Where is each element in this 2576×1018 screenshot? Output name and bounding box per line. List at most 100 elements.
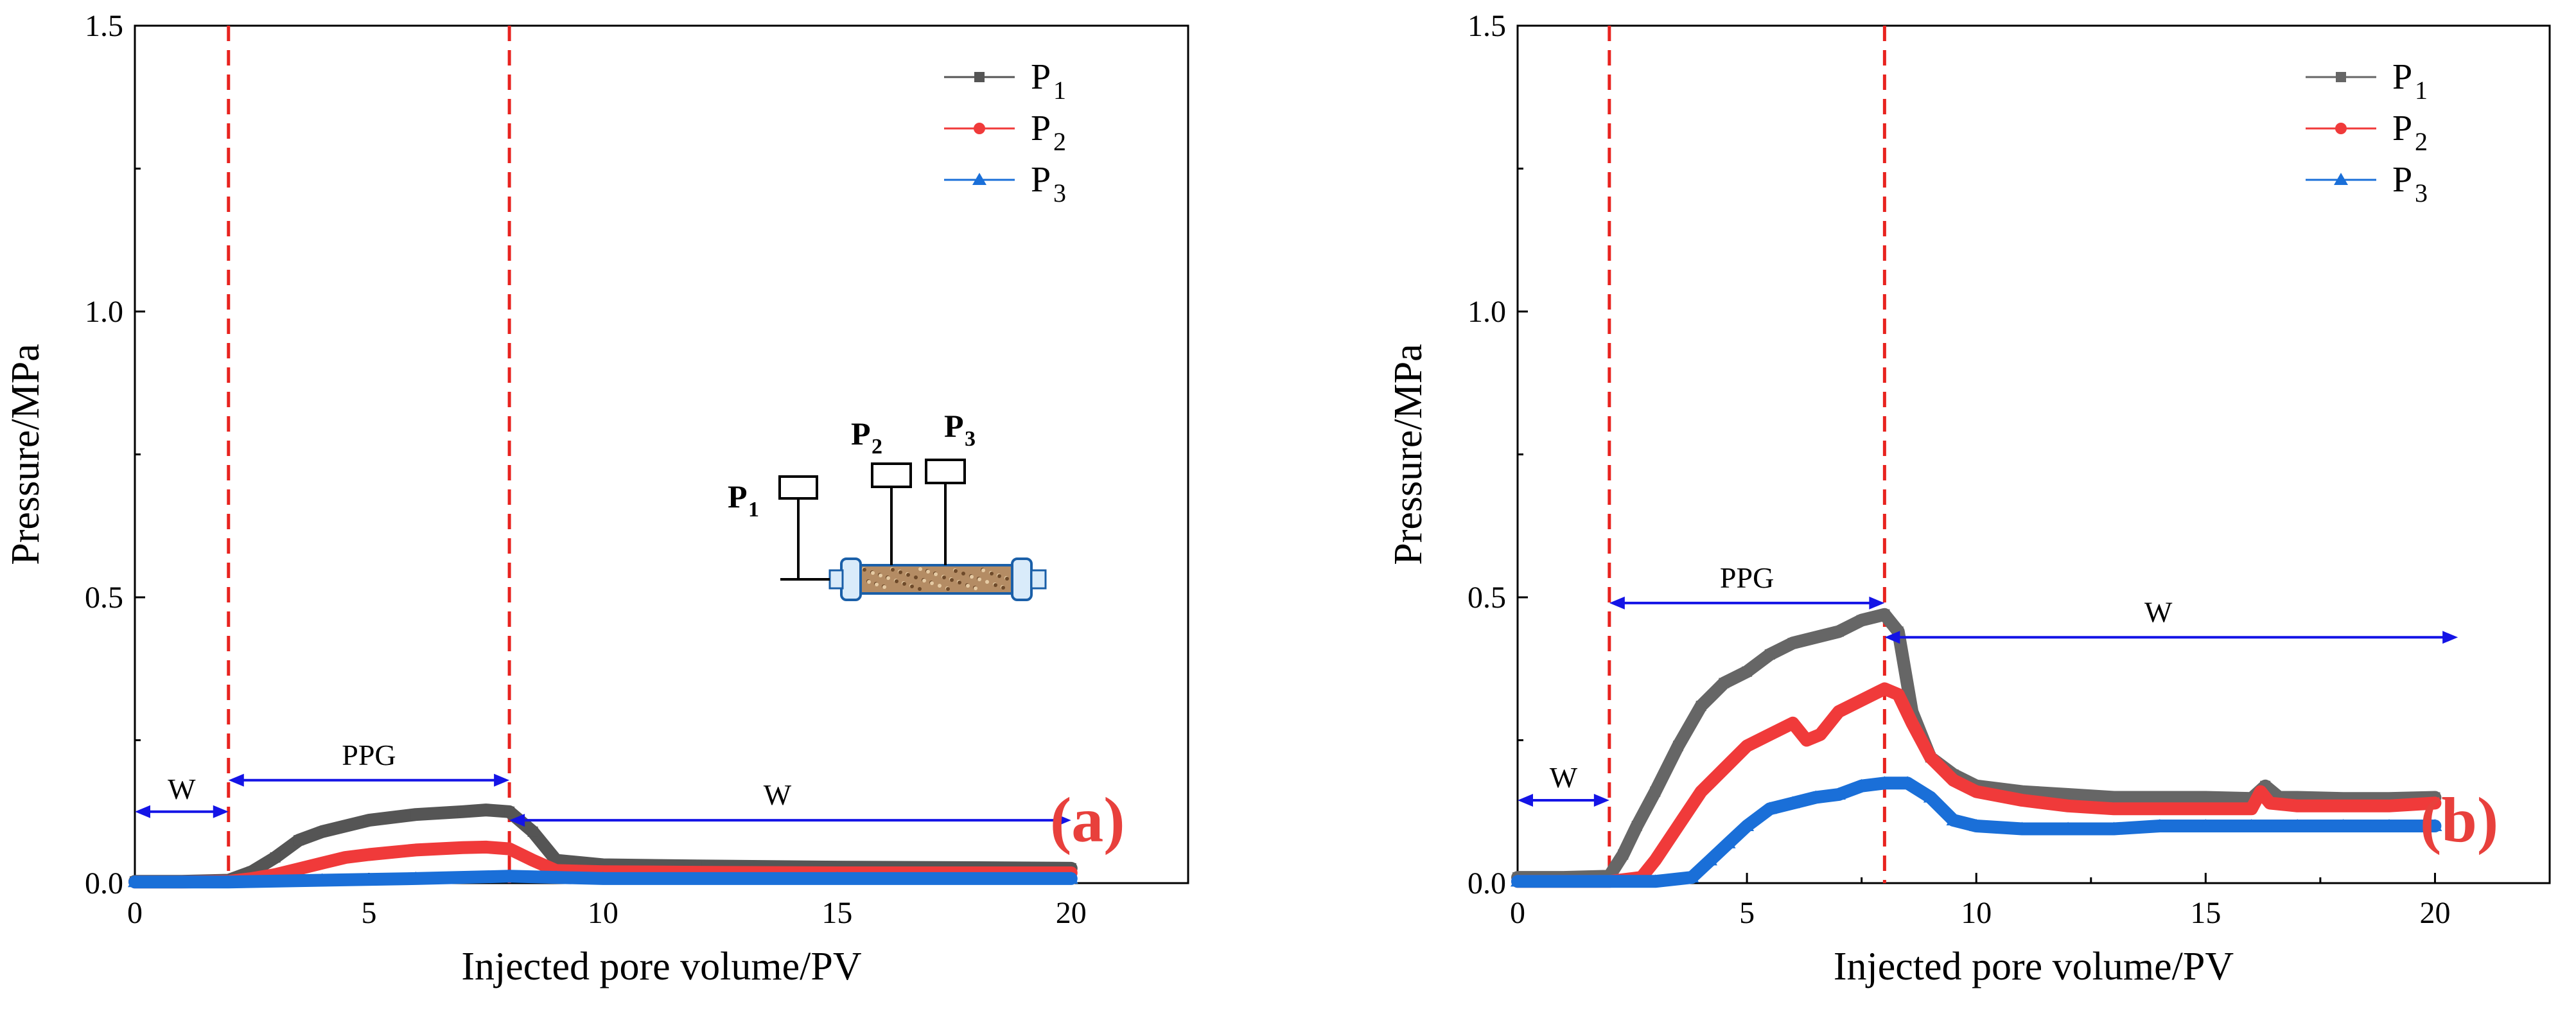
data-point-p1-b (2063, 789, 2074, 800)
x-tick-label-b: 15 (2190, 896, 2221, 930)
core-grain (875, 583, 879, 586)
legend-label: P (1031, 57, 1051, 97)
data-point-p2-b (1764, 728, 1776, 741)
chart-panel-a: 0 5 10 15 20 0.0 0.5 1.0 1.5 Injected pore volume… (4, 9, 1189, 988)
legend-marker-circle (2335, 123, 2347, 134)
data-point-p2-b (2108, 803, 2120, 815)
core-grain (906, 573, 910, 577)
x-tick-label-b: 5 (1739, 896, 1755, 930)
data-point-p1-b (1719, 678, 1730, 689)
data-point-p1-b (2154, 792, 2165, 803)
data-point-p3-b (1762, 802, 1777, 814)
legend-label: P (1031, 109, 1051, 148)
data-point-p3-b (1685, 870, 1699, 883)
w-arrow-right-b-head-right (2442, 631, 2458, 644)
w-arrow-right-b (1884, 631, 2458, 644)
data-point-p3-b (1809, 790, 1823, 803)
data-point-p2-b (2337, 800, 2349, 812)
data-point-p1-a (317, 826, 328, 837)
data-point-p2-a (340, 851, 351, 863)
data-point-p2-b (1672, 820, 1684, 832)
y-tick-label-a: 0.0 (85, 866, 123, 900)
data-point-p3-b (2428, 819, 2442, 831)
y-tick-label-b: 0.0 (1468, 866, 1506, 900)
w-arrow-right-a (509, 814, 1071, 827)
gauge-label-p1: P (728, 478, 748, 514)
data-point-p1-b (1618, 849, 1629, 860)
x-tick-label-a: 5 (361, 896, 376, 930)
legend-label-subscript: 2 (1053, 127, 1066, 156)
data-point-p3-b (2244, 819, 2259, 831)
legend-label-subscript: 1 (1053, 76, 1066, 105)
core-grain (902, 582, 906, 586)
data-point-p3-a (128, 875, 142, 888)
core-grain (974, 586, 977, 590)
core-grain (871, 571, 875, 575)
data-point-p2-b (1814, 728, 1827, 741)
data-point-p2-b (1892, 689, 1904, 701)
data-point-p1-a (504, 806, 515, 817)
data-point-p2-a (527, 854, 539, 866)
legend-label-subscript: 3 (2415, 179, 2428, 207)
data-point-p2-b (1906, 717, 1918, 729)
core-grain (918, 567, 922, 571)
ppg-arrow-b-head-left (1609, 596, 1625, 610)
core-holder-right-cap (1011, 557, 1033, 601)
core-grain (918, 587, 922, 591)
x-tick-label-a: 10 (588, 896, 618, 930)
data-point-p3-b (1969, 819, 1984, 831)
w-arrow-left-b (1518, 793, 1609, 807)
stage-label-w-right-a: W (764, 778, 792, 811)
data-point-p2-a (316, 857, 328, 869)
legend-label: P (2392, 160, 2412, 200)
data-point-p3-b (1785, 796, 1800, 809)
w-arrow-left-b-head-right (1593, 793, 1609, 807)
series-line-p3-b (1511, 777, 2442, 888)
core-grain (934, 572, 938, 576)
y-tick-label-a: 0.5 (85, 581, 123, 615)
core-grain (981, 568, 985, 572)
data-point-p3-b (1511, 874, 1525, 887)
chart-panel-b: 0 5 10 15 20 0.0 0.5 1.0 1.5 Injected pore volume… (1387, 9, 2551, 988)
data-point-p2-b (2383, 800, 2396, 812)
data-point-p1-a (340, 821, 351, 831)
data-point-p2-b (2291, 800, 2304, 812)
y-tick-label-b: 1.5 (1468, 9, 1506, 43)
data-point-p3-b (1854, 778, 1869, 791)
legend-marker-square (974, 72, 985, 82)
core-grain (938, 584, 942, 588)
legend-marker-square (2336, 72, 2346, 82)
data-point-p2-b (1832, 706, 1844, 717)
data-point-p2-b (1924, 751, 1936, 764)
data-point-p2-b (1718, 763, 1730, 775)
data-point-p3-b (1703, 853, 1717, 866)
data-point-p3-b (2152, 819, 2167, 831)
data-point-p3-b (1877, 776, 1892, 789)
y-axis-title-b: Pressure/MPa (1387, 344, 1430, 565)
data-point-p1-b (2108, 792, 2119, 803)
data-point-p1-b (2200, 792, 2211, 803)
data-point-p3-b (2290, 819, 2305, 831)
data-point-p2-a (457, 841, 469, 854)
core-grain (922, 579, 926, 583)
data-point-p2-b (1695, 785, 1707, 798)
data-point-p1-b (1856, 615, 1867, 626)
ppg-arrow-a-head-right (494, 773, 510, 787)
data-point-p2-b (1649, 854, 1661, 866)
x-axis-title-b: Injected pore volume/PV (1834, 945, 2234, 988)
w-arrow-right-b-head-left (1884, 631, 1900, 644)
data-point-p2-a (293, 863, 305, 875)
w-arrow-right-a-head-left (509, 814, 525, 827)
core-grain (977, 577, 981, 581)
stage-label-ppg-b: PPG (1720, 561, 1774, 594)
core-grain (867, 580, 871, 584)
data-point-p1-b (1833, 626, 1844, 637)
data-point-p3-a (315, 873, 329, 886)
pressure-gauge-p2 (871, 462, 912, 488)
legend-label: P (2392, 57, 2412, 97)
pressure-gauge-p3 (925, 459, 966, 484)
data-point-p3-a (1064, 871, 1078, 884)
data-point-p1-a (270, 852, 281, 863)
